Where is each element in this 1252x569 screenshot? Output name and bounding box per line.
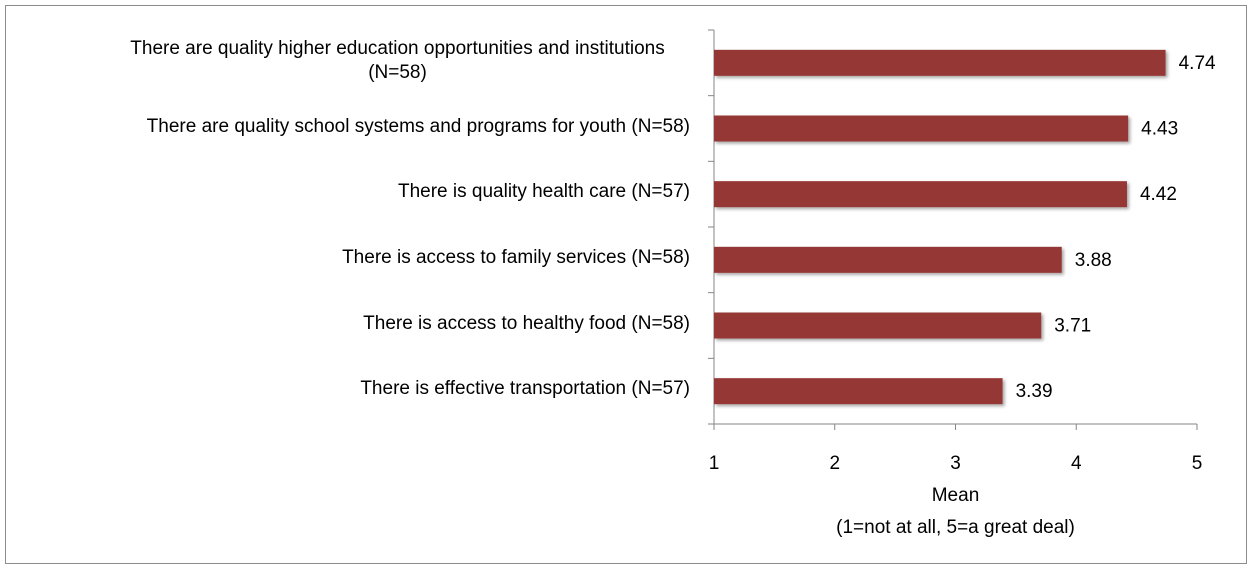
x-tick-label: 1 [709,453,720,474]
data-label: 4.43 [1141,119,1178,140]
x-axis-title: Mean [932,485,980,506]
data-label: 3.88 [1075,250,1112,271]
bar [714,378,1003,405]
x-axis-title: (1=not at all, 5=a great deal) [836,517,1075,538]
x-tick-label: 3 [950,453,961,474]
category-label: There is effective transportation (N=57) [360,378,690,400]
x-tick-label: 2 [829,453,840,474]
bar [714,115,1129,142]
chart-frame [5,5,1247,564]
data-label: 3.71 [1054,316,1091,337]
category-label: There is access to healthy food (N=58) [363,312,690,334]
bar [714,312,1042,339]
category-label: There is quality health care (N=57) [397,181,690,203]
x-tick-label: 5 [1192,453,1203,474]
x-tick-label: 4 [1071,453,1082,474]
bar [714,181,1127,208]
data-label: 4.42 [1140,184,1177,205]
category-label: There are quality higher education oppor… [130,37,665,83]
data-label: 3.39 [1016,381,1053,402]
bar [714,246,1062,273]
bar [714,49,1166,76]
data-label: 4.74 [1179,53,1216,74]
category-label: There is access to family services (N=58… [342,246,690,268]
category-label: There are quality school systems and pro… [146,115,690,137]
